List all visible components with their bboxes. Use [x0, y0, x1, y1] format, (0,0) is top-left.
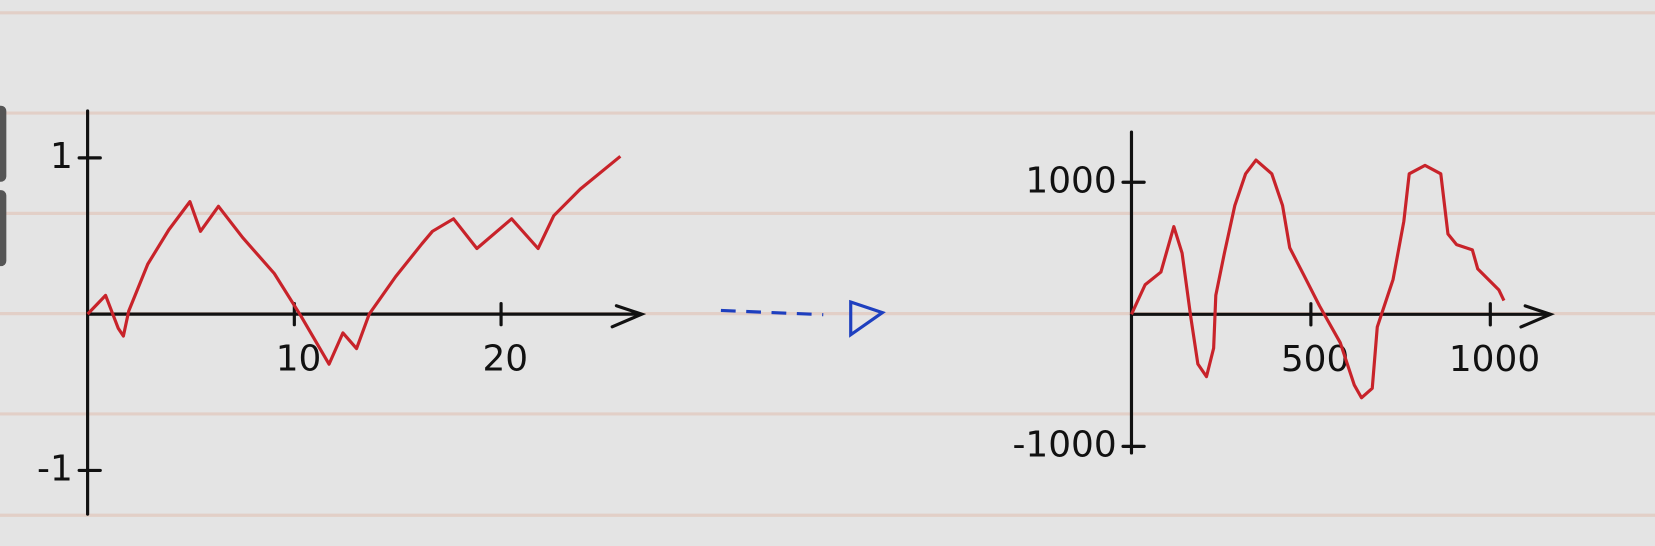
y-tick-label: -1000 [1012, 424, 1116, 465]
y-tick-label: 1 [50, 136, 73, 177]
x-tick-label: 20 [482, 339, 528, 380]
data-line [1130, 158, 1506, 400]
x-axis-arrow [610, 304, 647, 329]
x-tick-label: 10 [276, 339, 322, 380]
x-tick-label: 500 [1281, 339, 1349, 380]
data-line [86, 155, 622, 366]
y-tick-label: -1 [37, 448, 73, 489]
transform-arrow [720, 299, 886, 338]
y-tick-label: 1000 [1025, 160, 1116, 201]
x-axis-arrow [1519, 304, 1555, 329]
side-handle[interactable] [0, 105, 7, 182]
side-handle[interactable] [0, 190, 7, 267]
x-tick-label: 1000 [1449, 339, 1540, 380]
